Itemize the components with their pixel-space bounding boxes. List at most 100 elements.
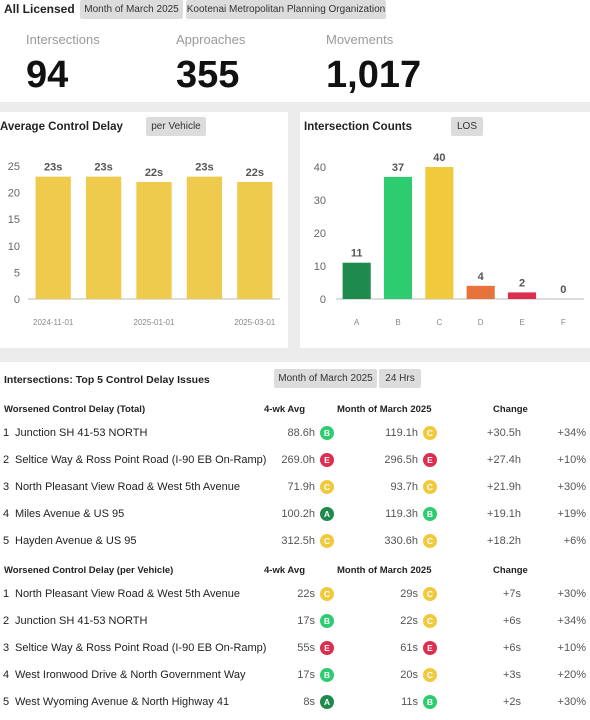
avg-los-badge: A: [320, 695, 334, 709]
row-rank: 1: [3, 588, 10, 600]
issues-month-filter[interactable]: Month of March 2025: [274, 369, 377, 388]
per-vehicle-table-row[interactable]: 1 North Pleasant View Road & West 5th Av…: [0, 581, 590, 608]
total-table-row[interactable]: 4 Miles Avenue & US 95 100.2h A 119.3h B…: [0, 501, 590, 528]
row-rank: 4: [3, 669, 10, 681]
change-value: +27.4h: [487, 454, 521, 466]
kpi-movements-value: 1,017: [326, 54, 422, 96]
avg-header: 4-wk Avg: [264, 565, 306, 576]
per-vehicle-table-row[interactable]: 5 West Wyoming Avenue & North Highway 41…: [0, 689, 590, 716]
x-tick-label: 2025-03-01: [234, 318, 275, 327]
change-header: Change: [493, 404, 528, 415]
month-filter-button[interactable]: Month of March 2025: [80, 0, 183, 19]
intersection-name[interactable]: Seltice Way & Ross Point Road (I-90 EB O…: [15, 454, 267, 466]
average-delay-chart: 0 5 10 15 20 25 23s 2024-11-01 23s 22s 2025-01-01 2…: [8, 161, 280, 327]
avg-value: 17s: [297, 669, 315, 681]
current-los-badge: C: [423, 587, 437, 601]
row-rank: 2: [3, 454, 10, 466]
current-value: 61s: [400, 642, 418, 654]
current-header: Month of March 2025: [337, 565, 432, 576]
x-tick-label: F: [561, 318, 566, 327]
avg-los-badge: A: [320, 507, 334, 521]
issues-title: Intersections: Top 5 Control Delay Issue…: [4, 374, 210, 386]
avg-value: 88.6h: [287, 427, 315, 439]
x-tick-label: C: [436, 318, 442, 327]
current-header: Month of March 2025: [337, 404, 432, 415]
avg-los-badge: C: [320, 480, 334, 494]
avg-header: 4-wk Avg: [264, 404, 306, 415]
change-value: +18.2h: [487, 535, 521, 547]
change-percent: +6%: [563, 535, 586, 547]
count-bar-label: 0: [560, 284, 566, 296]
total-table-row[interactable]: 3 North Pleasant View Road & West 5th Av…: [0, 474, 590, 501]
y-tick-label: 20: [8, 188, 20, 200]
row-rank: 5: [3, 696, 10, 708]
per-vehicle-table-row[interactable]: 4 West Ironwood Drive & North Government…: [0, 662, 590, 689]
change-percent: +10%: [557, 642, 586, 654]
intersection-counts-title: Intersection Counts: [304, 121, 412, 133]
intersection-name[interactable]: West Wyoming Avenue & North Highway 41: [15, 696, 230, 708]
current-los-badge: C: [423, 614, 437, 628]
avg-los-badge: C: [320, 587, 334, 601]
current-los-badge: C: [423, 426, 437, 440]
delay-bar: [35, 176, 71, 299]
change-percent: +10%: [557, 454, 586, 466]
intersection-name[interactable]: Hayden Avenue & US 95: [15, 535, 137, 547]
per-vehicle-table-row[interactable]: 2 Junction SH 41-53 NORTH 17s B 22s C +6…: [0, 608, 590, 635]
change-percent: +20%: [557, 669, 586, 681]
intersection-name[interactable]: North Pleasant View Road & West 5th Aven…: [15, 481, 241, 493]
per-vehicle-table-row[interactable]: 3 Seltice Way & Ross Point Road (I-90 EB…: [0, 635, 590, 662]
summary-header: All Licensed Month of March 2025 Kootena…: [0, 0, 590, 102]
change-value: +7s: [502, 588, 521, 600]
current-los-badge: B: [423, 507, 437, 521]
total-table-row[interactable]: 5 Hayden Avenue & US 95 312.5h C 330.6h …: [0, 528, 590, 555]
intersection-name[interactable]: Miles Avenue & US 95: [15, 508, 125, 520]
intersection-name[interactable]: Seltice Way & Ross Point Road (I-90 EB O…: [15, 642, 267, 654]
row-rank: 3: [3, 481, 10, 493]
y-tick-label: 0: [320, 294, 326, 306]
count-bar: [425, 167, 454, 299]
change-percent: +34%: [557, 615, 586, 627]
total-table-row[interactable]: 1 Junction SH 41-53 NORTH 88.6h B 119.1h…: [0, 420, 590, 447]
avg-value: 100.2h: [281, 508, 315, 520]
avg-los-badge: E: [320, 453, 334, 467]
count-bar-label: 37: [392, 162, 404, 174]
intersection-name[interactable]: Junction SH 41-53 NORTH: [15, 427, 148, 439]
change-percent: +30%: [557, 481, 586, 493]
current-los-badge: C: [423, 668, 437, 682]
delay-bar-label: 23s: [44, 162, 62, 174]
current-los-badge: E: [423, 453, 437, 467]
average-delay-panel: Average Control Delay per Vehicle 0 5 10 15…: [0, 112, 288, 348]
per-vehicle-toggle[interactable]: per Vehicle: [146, 117, 206, 136]
delay-bar-label: 22s: [246, 167, 264, 179]
current-value: 119.3h: [385, 508, 418, 520]
y-tick-label: 10: [314, 261, 326, 273]
current-value: 93.7h: [390, 481, 418, 493]
x-tick-label: 2025-01-01: [134, 318, 175, 327]
intersection-name[interactable]: West Ironwood Drive & North Government W…: [15, 669, 246, 681]
current-value: 330.6h: [384, 535, 418, 547]
intersection-counts-chart: 0 10 20 30 40 11 A 37 B 40 C 4 D 2 E 0 F: [314, 152, 584, 327]
delay-bar: [85, 176, 122, 299]
intersection-name[interactable]: Junction SH 41-53 NORTH: [15, 615, 148, 627]
current-los-badge: C: [423, 534, 437, 548]
delay-bar: [237, 181, 273, 299]
change-value: +30.5h: [487, 427, 521, 439]
issues-period-filter[interactable]: 24 Hrs: [379, 369, 421, 388]
count-bar: [383, 176, 413, 299]
y-tick-label: 0: [14, 294, 20, 306]
current-value: 119.1h: [385, 427, 418, 439]
region-filter-button[interactable]: Kootenai Metropolitan Planning Organizat…: [186, 0, 386, 19]
current-value: 22s: [400, 615, 418, 627]
total-table-row[interactable]: 2 Seltice Way & Ross Point Road (I-90 EB…: [0, 447, 590, 474]
avg-value: 17s: [297, 615, 315, 627]
change-value: +19.1h: [487, 508, 521, 520]
y-tick-label: 40: [314, 162, 326, 174]
change-value: +21.9h: [487, 481, 521, 493]
los-toggle[interactable]: LOS: [451, 117, 483, 136]
x-tick-label: B: [395, 318, 400, 327]
total-header-label: Worsened Control Delay (Total): [4, 404, 146, 415]
per-vehicle-header-label: Worsened Control Delay (per Vehicle): [4, 565, 174, 576]
kpi-approaches-label: Approaches: [176, 32, 246, 47]
intersection-name[interactable]: North Pleasant View Road & West 5th Aven…: [15, 588, 241, 600]
y-tick-label: 25: [8, 161, 20, 173]
